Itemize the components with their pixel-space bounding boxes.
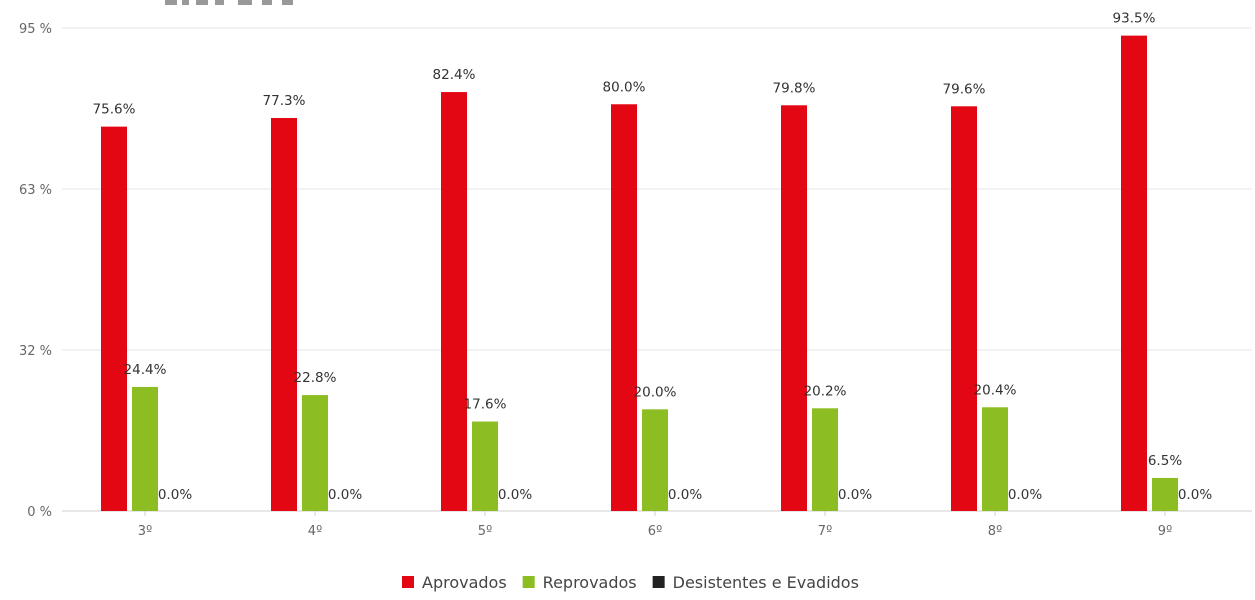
bar-reprovados[interactable] xyxy=(472,421,498,511)
x-tick-label: 8º xyxy=(988,524,1002,539)
title-glyph-fragment xyxy=(215,0,224,5)
title-glyph-fragment xyxy=(182,0,189,5)
data-label: 17.6% xyxy=(464,397,507,413)
bar-reprovados[interactable] xyxy=(982,407,1008,511)
bar-reprovados[interactable] xyxy=(812,408,838,511)
bar-reprovados[interactable] xyxy=(302,395,328,511)
bar-aprovados[interactable] xyxy=(951,106,977,511)
data-label: 77.3% xyxy=(263,93,306,109)
bar-reprovados[interactable] xyxy=(1152,477,1178,511)
title-glyph-fragment xyxy=(165,0,177,5)
x-axis: 3º 4º 5º 6º 7º 8º 9º xyxy=(138,511,1172,539)
x-tick-label: 6º xyxy=(648,524,662,539)
bar-reprovados[interactable] xyxy=(132,386,158,511)
data-label: 0.0% xyxy=(1178,487,1212,503)
legend-item-desistentes-e-evadidos[interactable]: Desistentes e Evadidos xyxy=(652,573,859,592)
legend-swatch xyxy=(652,576,665,588)
data-labels: 75.6% 24.4% 0.0% 77.3% 22.8% 0.0% 82.4% 17.6% 0.… xyxy=(93,11,1213,503)
bar-aprovados[interactable] xyxy=(781,105,807,511)
x-tick-label: 9º xyxy=(1158,524,1172,539)
legend-item-reprovados[interactable]: Reprovados xyxy=(522,573,637,592)
data-label: 0.0% xyxy=(1008,487,1042,503)
bar-reprovados[interactable] xyxy=(642,409,668,511)
legend-swatch xyxy=(522,576,535,588)
data-label: 20.2% xyxy=(804,383,847,399)
x-tick-label: 4º xyxy=(308,524,322,539)
data-label: 6.5% xyxy=(1148,453,1182,469)
data-label: 79.6% xyxy=(943,81,986,97)
title-glyph-fragment xyxy=(262,0,272,5)
y-tick-label: 32 % xyxy=(19,344,52,359)
data-label: 24.4% xyxy=(124,362,167,378)
data-label: 82.4% xyxy=(433,67,476,83)
x-tick-label: 3º xyxy=(138,524,152,539)
y-tick-label: 95 % xyxy=(19,22,52,37)
data-label: 0.0% xyxy=(838,487,872,503)
legend-label: Reprovados xyxy=(543,573,637,592)
bar-aprovados[interactable] xyxy=(101,126,127,512)
data-label: 75.6% xyxy=(93,102,136,118)
legend-swatch xyxy=(402,576,414,588)
legend-label: Desistentes e Evadidos xyxy=(673,573,859,592)
legend-label: Aprovados xyxy=(422,573,507,592)
x-tick-label: 5º xyxy=(478,524,492,539)
data-label: 80.0% xyxy=(603,79,646,95)
data-label: 79.8% xyxy=(773,80,816,96)
data-label: 0.0% xyxy=(498,487,532,503)
data-label: 0.0% xyxy=(668,487,702,503)
y-axis: 0 % 32 % 63 % 95 % xyxy=(19,22,52,520)
chart-title-cropped xyxy=(165,0,293,5)
bar-aprovados[interactable] xyxy=(271,117,297,511)
title-glyph-fragment xyxy=(282,0,293,5)
y-tick-label: 63 % xyxy=(19,183,52,198)
data-label: 0.0% xyxy=(158,487,192,503)
title-glyph-fragment xyxy=(238,0,252,5)
title-glyph-fragment xyxy=(196,0,208,5)
data-label: 20.0% xyxy=(634,384,677,400)
bar-aprovados[interactable] xyxy=(1121,35,1147,512)
bars xyxy=(101,35,1178,512)
data-label: 93.5% xyxy=(1113,11,1156,27)
legend-item-aprovados[interactable]: Aprovados xyxy=(402,573,507,592)
legend[interactable]: Aprovados Reprovados Desistentes e Evadido… xyxy=(402,573,859,592)
data-label: 0.0% xyxy=(328,487,362,503)
bar-aprovados[interactable] xyxy=(441,92,467,512)
data-label: 20.4% xyxy=(974,382,1017,398)
bar-aprovados[interactable] xyxy=(611,104,637,512)
data-label: 22.8% xyxy=(294,370,337,386)
x-tick-label: 7º xyxy=(818,524,832,539)
y-tick-label: 0 % xyxy=(27,505,52,520)
